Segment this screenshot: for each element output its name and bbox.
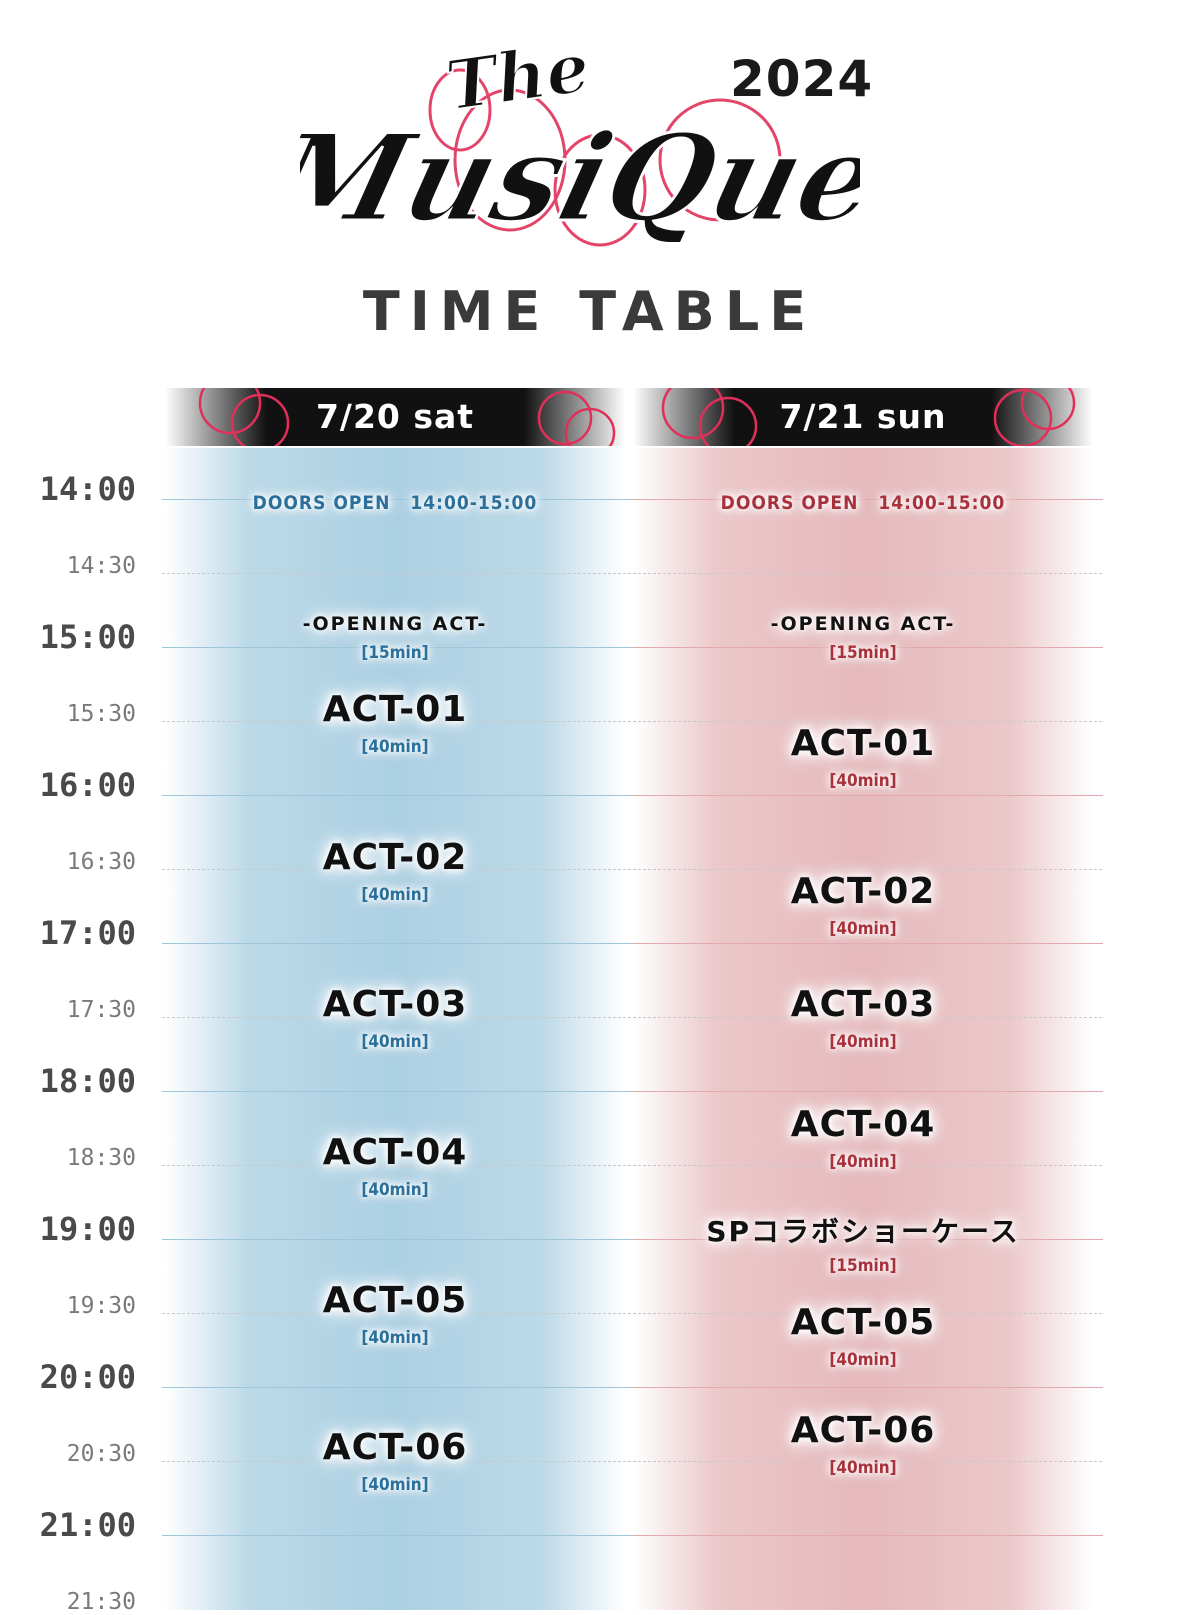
time-label: 14:00 bbox=[39, 470, 136, 508]
musiquest-logo: The MusiQuest bbox=[300, 40, 860, 250]
act-duration: [15min] bbox=[361, 643, 429, 663]
grid-line bbox=[633, 1535, 1103, 1536]
sun-column bbox=[633, 448, 1093, 1610]
grid-line bbox=[162, 869, 1102, 870]
time-label: 17:00 bbox=[39, 914, 136, 952]
act-name: ACT-01 bbox=[322, 689, 468, 730]
day-header-sat: 7/20 sat bbox=[165, 388, 625, 446]
grid-line bbox=[162, 1017, 1102, 1018]
grid-line bbox=[162, 647, 1102, 648]
act-item-sun: ACT-05 [40min] bbox=[633, 1302, 1093, 1370]
time-label: 16:00 bbox=[39, 766, 136, 804]
time-label: 15:00 bbox=[39, 618, 136, 656]
act-item-sat: ACT-03 [40min] bbox=[165, 984, 625, 1052]
act-duration: [40min] bbox=[829, 1152, 897, 1172]
day-header-sun: 7/21 sun bbox=[633, 388, 1093, 446]
act-name: ACT-04 bbox=[790, 1104, 936, 1145]
grid-line bbox=[633, 795, 1103, 796]
act-item-sat: ACT-01 [40min] bbox=[165, 689, 625, 757]
act-name: ACT-02 bbox=[322, 837, 468, 878]
time-label: 18:30 bbox=[66, 1145, 136, 1171]
time-label: 20:30 bbox=[66, 1441, 136, 1467]
act-name: ACT-05 bbox=[790, 1302, 936, 1343]
opening-act-sat: -OPENING ACT- [15min] bbox=[165, 611, 625, 663]
act-item-sun: ACT-01 [40min] bbox=[633, 723, 1093, 791]
act-name: ACT-03 bbox=[790, 984, 936, 1025]
grid-line bbox=[162, 1387, 1102, 1388]
special-act-sun: SPコラボショーケース [15min] bbox=[633, 1214, 1093, 1276]
act-item-sun: ACT-06 [40min] bbox=[633, 1410, 1093, 1478]
act-name: ACT-06 bbox=[790, 1410, 936, 1451]
grid-line bbox=[162, 499, 1102, 500]
act-item-sun: ACT-02 [40min] bbox=[633, 871, 1093, 939]
act-duration: [40min] bbox=[829, 1458, 897, 1478]
time-label: 19:30 bbox=[66, 1293, 136, 1319]
act-duration: [40min] bbox=[361, 1475, 429, 1495]
act-duration: [40min] bbox=[361, 1328, 429, 1348]
day-label-sun: 7/21 sun bbox=[779, 397, 947, 436]
grid-line bbox=[162, 1313, 1102, 1314]
grid-line bbox=[162, 1091, 1102, 1092]
grid-line bbox=[633, 647, 1103, 648]
grid-line bbox=[162, 1535, 1102, 1536]
act-item-sat: ACT-05 [40min] bbox=[165, 1280, 625, 1348]
logo-musiquest-text: MusiQuest bbox=[300, 108, 860, 249]
act-duration: [40min] bbox=[829, 919, 897, 939]
act-item-sat: ACT-04 [40min] bbox=[165, 1132, 625, 1200]
grid-line bbox=[633, 943, 1103, 944]
grid-line bbox=[162, 721, 1102, 722]
act-item-sat: ACT-02 [40min] bbox=[165, 837, 625, 905]
act-duration: [40min] bbox=[361, 885, 429, 905]
grid-line bbox=[162, 943, 1102, 944]
page-title: TIME TABLE bbox=[362, 280, 817, 343]
doors-open-sat: DOORS OPEN 14:00-15:00 bbox=[252, 492, 538, 514]
act-name: ACT-02 bbox=[790, 871, 936, 912]
act-duration: [40min] bbox=[361, 1032, 429, 1052]
act-duration: [40min] bbox=[361, 1180, 429, 1200]
act-name: ACT-06 bbox=[322, 1427, 468, 1468]
time-label: 20:00 bbox=[39, 1358, 136, 1396]
act-item-sun: ACT-04 [40min] bbox=[633, 1104, 1093, 1172]
time-label: 16:30 bbox=[66, 849, 136, 875]
act-name: SPコラボショーケース bbox=[706, 1215, 1020, 1248]
act-name: ACT-01 bbox=[790, 723, 936, 764]
act-item-sun: ACT-03 [40min] bbox=[633, 984, 1093, 1052]
grid-line bbox=[633, 1239, 1103, 1240]
sat-column bbox=[165, 448, 625, 1610]
grid-line bbox=[633, 1091, 1103, 1092]
act-duration: [40min] bbox=[361, 737, 429, 757]
day-header-decoration bbox=[661, 388, 1076, 446]
year-label: 2024 bbox=[730, 50, 874, 108]
act-duration: [40min] bbox=[829, 1350, 897, 1370]
grid-line bbox=[633, 1387, 1103, 1388]
act-name: -OPENING ACT- bbox=[302, 613, 488, 635]
time-label: 15:30 bbox=[66, 701, 136, 727]
act-name: -OPENING ACT- bbox=[770, 613, 956, 635]
grid-line bbox=[162, 573, 1102, 574]
grid-line bbox=[633, 499, 1103, 500]
doors-open-sun: DOORS OPEN 14:00-15:00 bbox=[720, 492, 1006, 514]
time-label: 14:30 bbox=[66, 553, 136, 579]
day-label-sat: 7/20 sat bbox=[315, 397, 475, 436]
act-duration: [15min] bbox=[829, 643, 897, 663]
grid-line bbox=[162, 795, 1102, 796]
act-item-sat: ACT-06 [40min] bbox=[165, 1427, 625, 1495]
time-label: 19:00 bbox=[39, 1210, 136, 1248]
act-name: ACT-05 bbox=[322, 1280, 468, 1321]
opening-act-sun: -OPENING ACT- [15min] bbox=[633, 611, 1093, 663]
act-duration: [40min] bbox=[829, 771, 897, 791]
grid-line bbox=[162, 1239, 1102, 1240]
grid-line bbox=[162, 1165, 1102, 1166]
act-duration: [15min] bbox=[829, 1256, 897, 1276]
time-label: 18:00 bbox=[39, 1062, 136, 1100]
act-name: ACT-04 bbox=[322, 1132, 468, 1173]
act-name: ACT-03 bbox=[322, 984, 468, 1025]
act-duration: [40min] bbox=[829, 1032, 897, 1052]
time-label: 21:00 bbox=[39, 1506, 136, 1544]
time-label: 17:30 bbox=[66, 997, 136, 1023]
time-label: 21:30 bbox=[66, 1589, 136, 1615]
day-header-decoration bbox=[198, 388, 616, 446]
grid-line bbox=[162, 1461, 1102, 1462]
